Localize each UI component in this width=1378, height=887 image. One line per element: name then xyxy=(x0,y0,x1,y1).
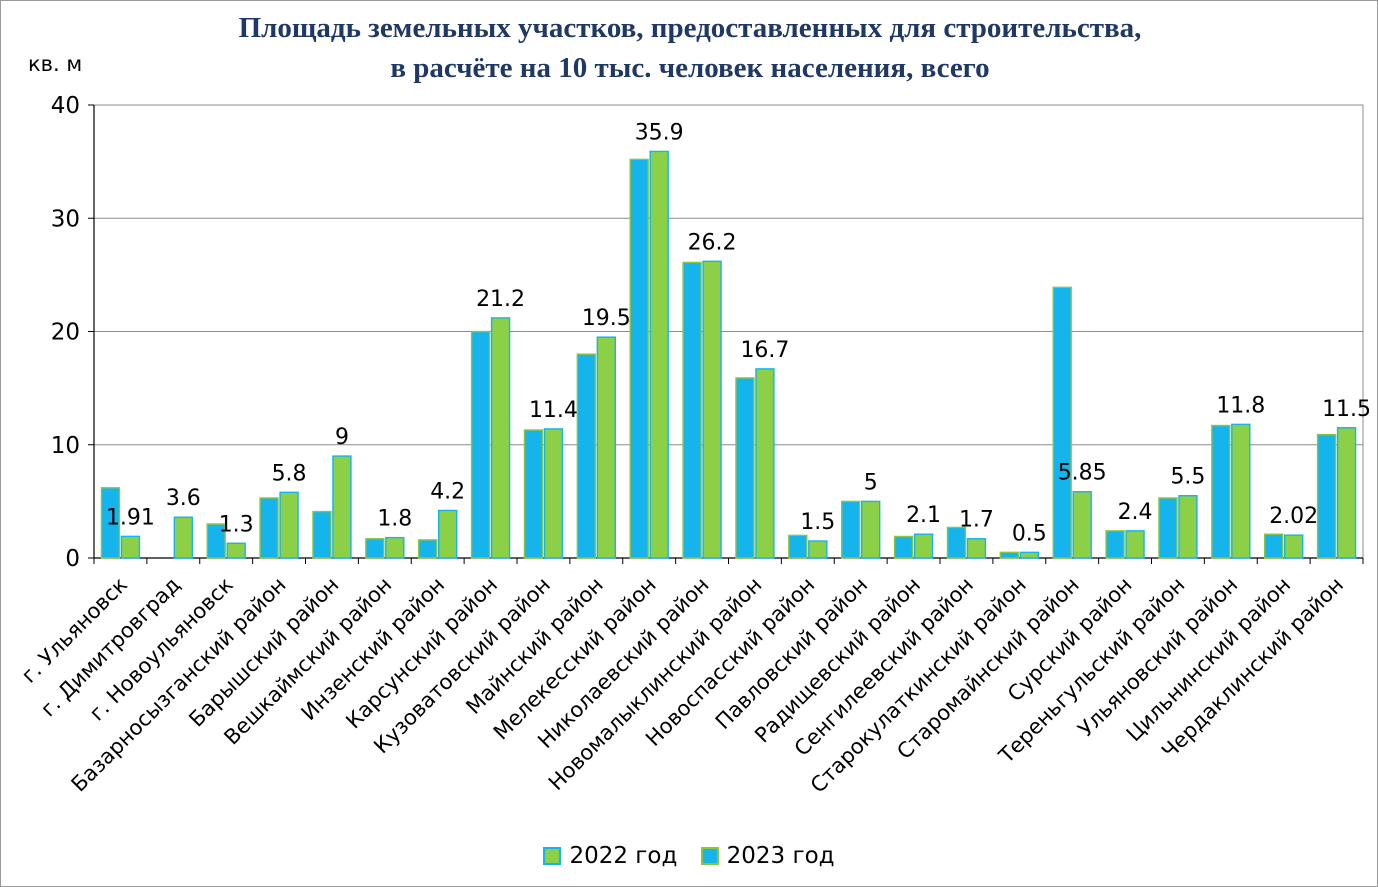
bar-2022 xyxy=(1316,433,1337,559)
bar-2022 xyxy=(259,497,279,559)
chart-title-line-2: в расчёте на 10 тыс. человек населения, … xyxy=(390,52,990,84)
bar-2022 xyxy=(629,158,649,559)
bar-2022 xyxy=(523,429,544,559)
bar-2023 xyxy=(1019,551,1040,559)
bar-2023 xyxy=(649,150,669,559)
data-label-2023: 2.1 xyxy=(906,503,941,528)
bar-2023 xyxy=(1125,530,1145,559)
bar-2023 xyxy=(226,542,246,559)
data-label-2023: 3.6 xyxy=(166,486,201,511)
y-axis-label: кв. м xyxy=(28,52,83,76)
chart-title: Площадь земельных участков, предоставлен… xyxy=(100,8,1280,88)
bar-2022 xyxy=(682,261,702,559)
bar-2022 xyxy=(365,538,385,559)
bar-2022 xyxy=(893,535,914,559)
bar-2022 xyxy=(312,510,332,559)
data-label-2023: 2.02 xyxy=(1269,504,1318,529)
data-label-2023: 1.7 xyxy=(959,508,994,533)
bar-2023 xyxy=(860,500,881,559)
bar-2023 xyxy=(1231,423,1251,559)
bar-2023 xyxy=(385,536,405,559)
data-label-2023: 35.9 xyxy=(635,120,684,145)
data-label-2023: 5 xyxy=(864,470,878,495)
data-label-2023: 1.91 xyxy=(106,505,155,530)
y-tick-label: 10 xyxy=(51,433,80,459)
bar-2023 xyxy=(1072,491,1092,559)
chart-title-line-1: Площадь земельных участков, предоставлен… xyxy=(238,12,1142,44)
bar-2023 xyxy=(1336,427,1357,559)
data-label-2023: 5.5 xyxy=(1170,465,1205,490)
legend-item-2023: 2023 год xyxy=(700,843,835,869)
bar-2023 xyxy=(490,317,511,559)
data-label-2023: 4.2 xyxy=(430,479,465,504)
bar-2023 xyxy=(1178,495,1198,559)
y-tick-label: 40 xyxy=(51,93,80,119)
data-label-2023: 11.8 xyxy=(1216,393,1265,418)
legend-swatch-2022 xyxy=(543,847,562,865)
bar-2023 xyxy=(966,538,987,559)
data-label-2023: 9 xyxy=(335,425,349,450)
data-label-2023: 1.8 xyxy=(377,507,412,532)
bar-2023 xyxy=(120,535,141,559)
bar-2022 xyxy=(999,551,1020,559)
bar-2023 xyxy=(808,540,828,559)
bar-2023 xyxy=(755,368,775,559)
legend-label-2022: 2022 год xyxy=(569,843,678,869)
bar-2022 xyxy=(1052,286,1072,559)
bar-2023 xyxy=(1283,534,1304,559)
bar-2022 xyxy=(206,523,226,559)
bar-2022 xyxy=(1105,530,1125,559)
bar-2023 xyxy=(702,260,722,559)
bar-2022 xyxy=(1158,497,1178,559)
bar-2023 xyxy=(913,533,934,559)
data-label-2023: 19.5 xyxy=(582,306,631,331)
legend-item-2022: 2022 год xyxy=(543,843,677,869)
bar-2023 xyxy=(332,455,352,559)
data-label-2023: 11.4 xyxy=(529,398,578,423)
data-label-2023: 1.3 xyxy=(219,512,254,537)
bar-2022 xyxy=(470,330,491,559)
y-tick-label: 0 xyxy=(65,546,80,572)
bar-2022 xyxy=(840,500,861,559)
bar-2023 xyxy=(279,491,299,559)
data-label-2023: 0.5 xyxy=(1012,521,1047,546)
legend: 2022 год 2023 год xyxy=(0,843,1378,871)
data-label-2023: 21.2 xyxy=(476,287,525,312)
bar-2022 xyxy=(946,526,967,559)
bar-2022 xyxy=(735,377,755,559)
bar-2023 xyxy=(543,428,564,559)
legend-label-2023: 2023 год xyxy=(726,843,835,869)
bar-2023 xyxy=(596,336,617,559)
data-label-2023: 16.7 xyxy=(740,338,789,363)
bar-2022 xyxy=(417,539,438,559)
data-label-2023: 2.4 xyxy=(1118,500,1153,525)
bar-2022 xyxy=(788,534,808,559)
bar-2022 xyxy=(1211,424,1231,559)
data-label-2023: 5.8 xyxy=(272,461,307,486)
bar-2022 xyxy=(576,353,597,559)
y-tick-label: 20 xyxy=(51,320,80,346)
data-label-2023: 5.85 xyxy=(1058,461,1107,486)
bar-2023 xyxy=(173,516,194,559)
bar-2023 xyxy=(437,509,458,559)
bar-2022 xyxy=(1263,533,1284,559)
data-label-2023: 11.5 xyxy=(1322,397,1371,422)
data-label-2023: 26.2 xyxy=(688,230,737,255)
data-label-2023: 1.5 xyxy=(800,510,835,535)
y-tick-label: 30 xyxy=(51,206,80,232)
legend-swatch-2023 xyxy=(700,847,719,865)
bar-2022 xyxy=(100,487,121,559)
